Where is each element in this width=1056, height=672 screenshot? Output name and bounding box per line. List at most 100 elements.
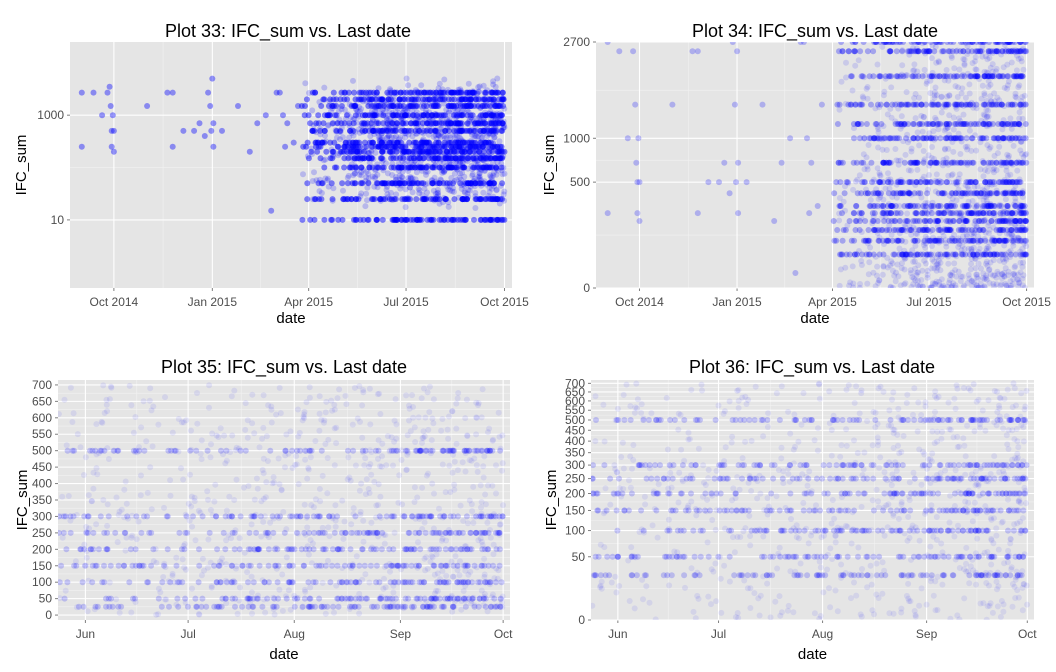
data-point <box>983 198 990 204</box>
data-point <box>405 96 412 103</box>
data-point <box>1019 282 1026 288</box>
data-point <box>362 571 369 578</box>
data-point <box>920 159 927 166</box>
data-point <box>913 45 920 52</box>
data-point <box>1007 251 1014 258</box>
data-point <box>859 93 866 100</box>
data-point <box>440 142 447 149</box>
data-point <box>440 168 447 175</box>
data-point <box>499 216 506 223</box>
data-point <box>932 159 939 166</box>
data-point <box>130 429 137 436</box>
data-point <box>307 120 314 127</box>
data-point <box>198 572 205 579</box>
data-point <box>858 101 865 108</box>
data-point <box>495 103 502 109</box>
data-point <box>484 162 491 169</box>
data-point <box>484 127 491 134</box>
data-point <box>61 396 68 403</box>
data-point <box>395 167 402 174</box>
data-point <box>445 155 452 162</box>
data-point <box>445 164 452 171</box>
data-point <box>329 148 336 155</box>
data-point <box>403 196 410 203</box>
data-point <box>955 268 962 275</box>
data-point <box>481 167 488 174</box>
data-point <box>425 139 432 146</box>
data-point <box>248 573 255 580</box>
data-point <box>1002 121 1009 127</box>
data-point <box>604 210 611 217</box>
data-point <box>418 395 425 402</box>
data-point <box>374 184 381 191</box>
data-point <box>911 252 918 259</box>
data-point <box>834 227 841 233</box>
data-point <box>844 179 851 186</box>
data-point <box>191 127 198 134</box>
data-point <box>971 203 978 210</box>
data-point <box>991 250 998 257</box>
data-point <box>160 574 167 580</box>
data-point <box>482 109 488 116</box>
data-point <box>419 120 426 127</box>
data-point <box>374 164 381 171</box>
data-point <box>863 121 870 127</box>
data-point <box>1022 121 1029 127</box>
data-point <box>945 161 952 168</box>
data-point <box>972 58 979 65</box>
data-point <box>694 210 701 217</box>
data-point <box>386 89 393 96</box>
data-point <box>446 115 453 121</box>
data-point <box>902 101 909 108</box>
data-point <box>960 48 967 55</box>
data-point <box>358 169 365 176</box>
data-point <box>998 281 1005 288</box>
data-point <box>943 121 950 127</box>
data-point <box>346 164 353 171</box>
data-point <box>282 143 289 150</box>
data-point <box>432 96 439 103</box>
data-point <box>953 48 960 55</box>
data-point <box>980 197 987 204</box>
data-point <box>358 190 365 197</box>
data-point <box>321 216 328 223</box>
data-point <box>469 89 476 96</box>
data-point <box>492 117 498 124</box>
data-point <box>478 196 485 203</box>
data-point <box>466 99 473 106</box>
data-point <box>362 112 369 119</box>
data-point <box>461 148 468 155</box>
data-point <box>1018 138 1024 145</box>
data-point <box>428 437 435 444</box>
data-point <box>918 277 925 283</box>
data-point <box>839 237 846 244</box>
data-point <box>362 127 368 134</box>
data-point <box>895 273 902 280</box>
data-point <box>412 127 419 134</box>
data-point <box>350 116 357 123</box>
data-point <box>897 42 904 45</box>
data-point <box>870 73 877 80</box>
data-point <box>461 181 467 188</box>
data-point <box>987 179 994 186</box>
data-point <box>423 148 430 155</box>
data-point <box>896 203 903 209</box>
data-point <box>876 277 883 284</box>
data-point <box>378 143 385 150</box>
data-point <box>481 126 488 133</box>
data-point <box>929 121 936 127</box>
data-point <box>979 43 986 50</box>
data-point <box>1009 101 1016 108</box>
data-point <box>1009 281 1016 288</box>
data-point <box>342 392 349 399</box>
data-point <box>301 112 308 119</box>
data-point <box>414 103 421 109</box>
data-point <box>329 105 336 112</box>
data-point <box>854 190 861 197</box>
data-point <box>491 143 498 150</box>
data-point <box>921 48 928 55</box>
data-point <box>333 127 340 134</box>
data-point <box>864 95 871 102</box>
data-point <box>364 120 371 127</box>
data-point <box>998 162 1005 168</box>
